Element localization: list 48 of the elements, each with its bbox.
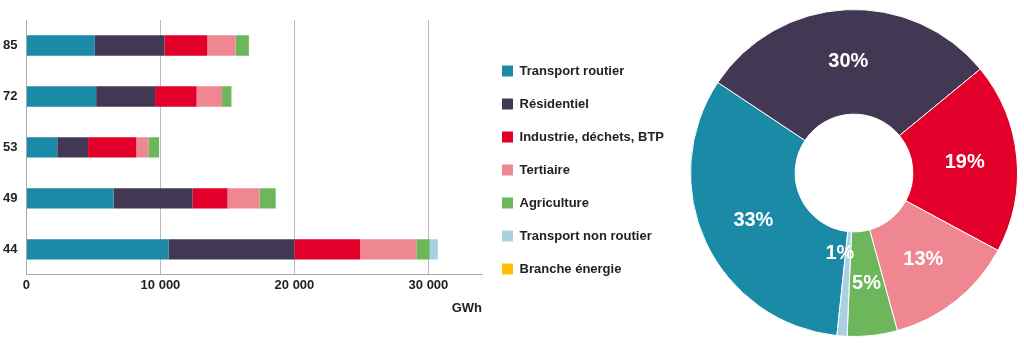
bar xyxy=(136,137,149,158)
legend-label: Agriculture xyxy=(519,194,589,210)
bar xyxy=(416,239,430,260)
bar xyxy=(222,86,232,107)
bar xyxy=(94,35,165,56)
data-label: 5% xyxy=(852,270,882,293)
bar xyxy=(96,86,156,107)
bar xyxy=(168,239,295,260)
x-tick-label: 20 000 xyxy=(274,277,315,293)
legend-label: Transport routier xyxy=(519,62,625,78)
x-tick-label: 10 000 xyxy=(140,277,181,293)
y-tick-label: 53 xyxy=(2,138,18,154)
bar xyxy=(26,35,95,56)
bar xyxy=(227,188,260,209)
bar xyxy=(259,188,276,209)
bar xyxy=(192,188,228,209)
data-label: 30% xyxy=(828,49,869,72)
legend-label: Industrie, déchets, BTP xyxy=(519,128,665,144)
bar xyxy=(360,239,417,260)
bar xyxy=(235,35,249,56)
bar xyxy=(429,239,438,260)
x-axis-title: GWh xyxy=(451,299,483,315)
y-tick-label: 85 xyxy=(2,37,18,53)
bar xyxy=(294,239,361,260)
legend-label: Transport non routier xyxy=(519,227,652,243)
bar xyxy=(196,86,223,107)
x-tick-label: 30 000 xyxy=(408,277,449,293)
bar xyxy=(155,86,197,107)
bar xyxy=(26,86,97,107)
data-label: 19% xyxy=(944,149,985,172)
bar xyxy=(207,35,236,56)
bar xyxy=(26,137,58,158)
data-label: 13% xyxy=(903,247,944,270)
x-tick-label: 0 xyxy=(22,277,31,293)
legend-label: Branche énergie xyxy=(519,260,622,276)
bar xyxy=(88,137,137,158)
y-tick-label: 72 xyxy=(2,88,18,104)
y-tick-label: 49 xyxy=(2,189,18,205)
data-label: 33% xyxy=(733,207,774,230)
bar xyxy=(148,137,160,158)
legend-label: Résidentiel xyxy=(519,95,589,111)
legend-label: Tertiaire xyxy=(519,161,570,177)
bar xyxy=(113,188,193,209)
bar xyxy=(26,239,169,260)
bar xyxy=(26,188,114,209)
bar xyxy=(57,137,89,158)
y-tick-label: 44 xyxy=(2,240,19,256)
bar xyxy=(164,35,208,56)
